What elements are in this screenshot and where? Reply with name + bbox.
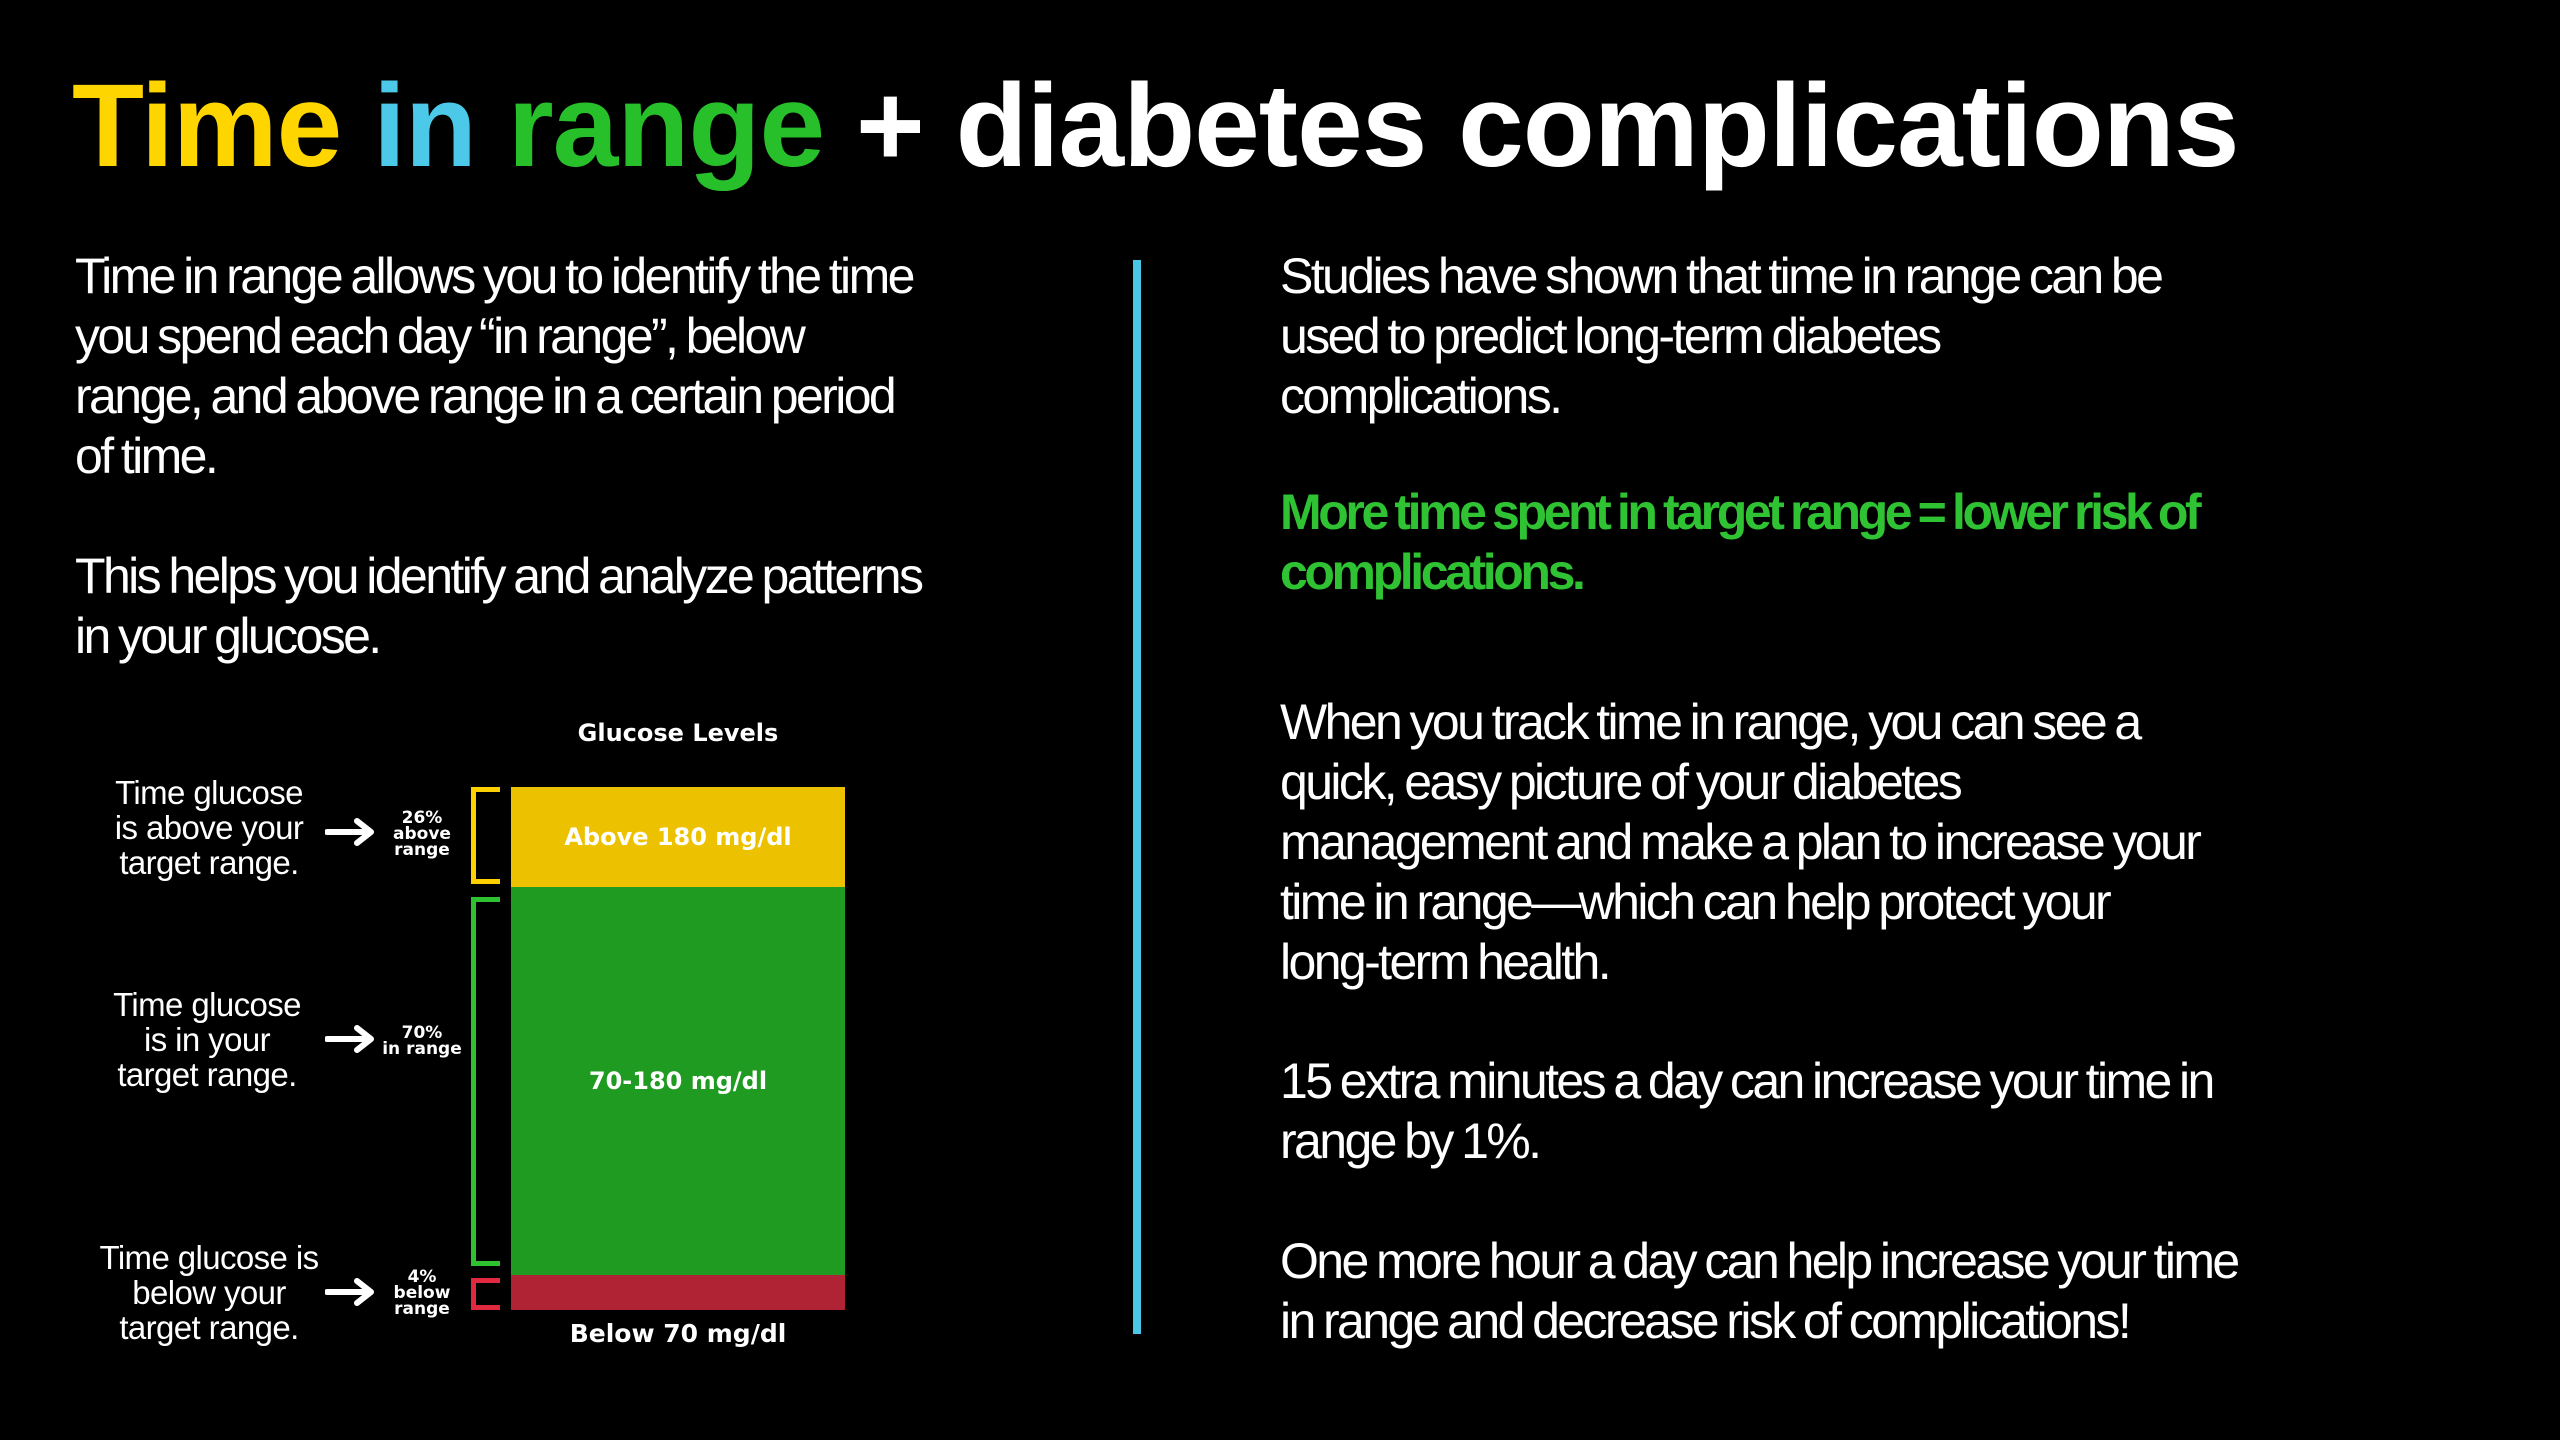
right-paragraph-one-hour: One more hour a day can help increase yo… [1280,1231,2240,1351]
text-line: Time in range allows you to identify the… [75,248,915,304]
page-title: Time in range + diabetes complications [72,56,2239,196]
text-line: One more hour a day can help increase yo… [1280,1233,2240,1289]
text-line: management and make a plan to increase y… [1280,814,2202,870]
right-paragraph-studies: Studies have shown that time in range ca… [1280,246,2164,426]
above-range-description: Time glucose is above your target range. [114,774,304,881]
text-line: time in range—which can help protect you… [1280,874,2112,930]
right-paragraph-tracking: When you track time in range, you can se… [1280,692,2202,992]
title-rest: + diabetes complications [855,60,2240,192]
bar-segment-in-range: 70-180 mg/dl [511,887,845,1275]
right-paragraph-15-minutes: 15 extra minutes a day can increase your… [1280,1051,2215,1171]
text-line: range, and above range in a certain peri… [75,368,897,424]
column-divider [1133,260,1141,1334]
arrow-right-icon [325,1025,374,1053]
in-range-bracket [471,897,500,1266]
text-line: you spend each day “in range”, below [75,308,806,364]
text-line: used to predict long-term diabetes [1280,308,1942,364]
below-range-description: Time glucose is below your target range. [99,1239,319,1346]
title-word-time: Time [72,60,342,192]
arrow-right-icon [325,818,374,846]
right-highlight-statement: More time spent in target range = lower … [1280,482,2202,602]
left-paragraph-intro: Time in range allows you to identify the… [75,246,915,486]
text-line: range by 1%. [1280,1113,1542,1169]
left-paragraph-patterns: This helps you identify and analyze patt… [75,546,924,666]
text-line: in your glucose. [75,608,382,664]
text-line: long-term health. [1280,934,1612,990]
bar-segment-below [511,1275,845,1310]
below-range-percent: 4% below range [393,1267,451,1319]
above-range-bracket [471,787,500,884]
title-word-in: in [373,60,477,192]
text-line: When you track time in range, you can se… [1280,694,2142,750]
below-range-bracket [471,1278,500,1310]
in-range-description: Time glucose is in your target range. [113,986,301,1093]
below-range-bar-label: Below 70 mg/dl [569,1319,787,1348]
text-line: 15 extra minutes a day can increase your… [1280,1053,2215,1109]
in-range-percent: 70% in range [382,1023,462,1059]
bar-segment-above: Above 180 mg/dl [511,787,845,887]
above-range-percent: 26% above range [393,808,451,860]
text-line: of time. [75,428,219,484]
text-line: This helps you identify and analyze patt… [75,548,924,604]
diagram-title: Glucose Levels [577,719,779,747]
title-word-range: range [507,60,825,192]
text-line: in range and decrease risk of complicati… [1280,1293,2132,1349]
text-line: complications. [1280,544,1586,600]
text-line: Studies have shown that time in range ca… [1280,248,2164,304]
text-line: More time spent in target range = lower … [1280,484,2202,540]
text-line: complications. [1280,368,1563,424]
arrow-right-icon [325,1278,374,1306]
text-line: quick, easy picture of your diabetes [1280,754,1963,810]
